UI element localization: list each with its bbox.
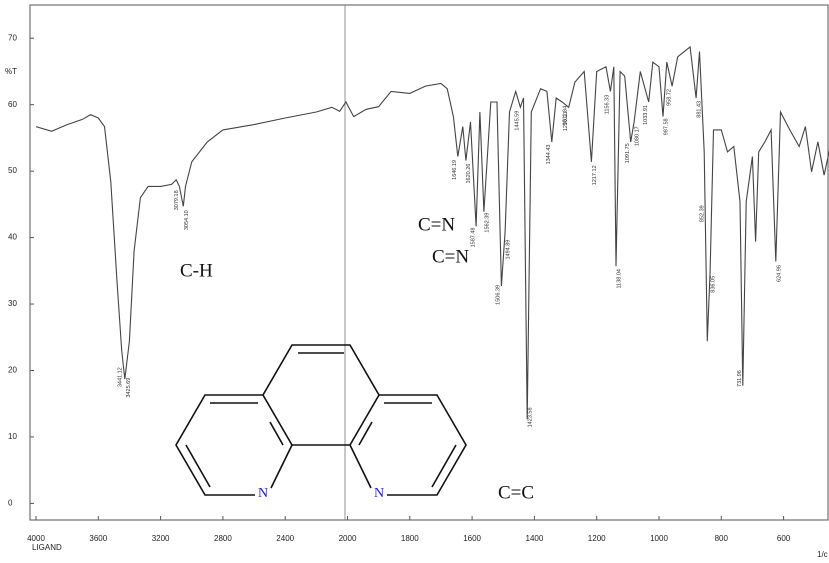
- bond: [379, 394, 467, 496]
- double-bond: [358, 421, 373, 446]
- y-tick-label: 10: [8, 432, 17, 441]
- peak-label: 1080.17: [634, 126, 640, 146]
- x-tick-label: 1200: [588, 534, 606, 543]
- y-tick-label: 30: [8, 299, 17, 308]
- corner-label: LIGAND: [32, 543, 62, 552]
- peak-label: 958.72: [666, 89, 672, 106]
- peak-label: 1506.39: [496, 285, 502, 305]
- peak-label: 1562.39: [484, 213, 490, 233]
- peak-label: 3079.18: [174, 190, 180, 210]
- spectrum-line: [35, 45, 829, 420]
- peak-label: 1344.43: [546, 145, 552, 165]
- peak-label: 3054.10: [184, 210, 190, 230]
- peak-label: 3425.69: [126, 378, 132, 398]
- x-tick-label: 4000: [27, 534, 45, 543]
- x-tick-label: 1400: [526, 534, 544, 543]
- x-tick-label: 600: [777, 534, 791, 543]
- x-axis-label: 1/c: [817, 550, 828, 559]
- x-tick-label: 800: [715, 534, 729, 543]
- bond: [262, 344, 380, 489]
- x-tick-label: 1000: [650, 534, 668, 543]
- peak-label: 1091.75: [625, 143, 631, 163]
- peak-label: 1033.91: [643, 105, 649, 125]
- peak-label: 1311.84: [562, 106, 568, 125]
- annotation: C=C: [498, 482, 534, 503]
- peak-label: 1620.26: [466, 164, 472, 184]
- annotation: C=N: [432, 246, 469, 267]
- peak-label: 1494.89: [505, 240, 511, 260]
- y-tick-label: 20: [8, 366, 17, 375]
- molecule: N N: [175, 344, 467, 501]
- y-tick-label: 40: [8, 233, 17, 242]
- x-tick-label: 3200: [152, 534, 170, 543]
- peak-label: 836.05: [711, 276, 717, 293]
- peak-label: 1138.04: [616, 269, 622, 288]
- peak-label: 987.58: [663, 118, 669, 135]
- plot-frame: [29, 4, 829, 521]
- x-tick-label: 1600: [463, 534, 481, 543]
- y-tick-label: 0: [8, 498, 13, 507]
- peak-label: 1217.12: [592, 165, 598, 185]
- x-tick-label: 3600: [89, 534, 107, 543]
- x-tick-label: 2800: [214, 534, 232, 543]
- peak-label: 731.96: [737, 370, 743, 387]
- peak-label: 1290.21: [563, 111, 569, 131]
- peak-label: 3441.12: [117, 367, 123, 387]
- x-tick-label: 2000: [339, 534, 357, 543]
- peak-label: 881.43: [696, 101, 702, 118]
- peak-label: 1646.19: [452, 160, 458, 180]
- annotation: C-H: [180, 260, 213, 281]
- x-tick-label: 2400: [276, 534, 294, 543]
- peak-label: 1423.58: [528, 407, 534, 427]
- peak-label: 1445.59: [515, 111, 521, 131]
- y-tick-label: 70: [8, 33, 17, 42]
- y-tick-label: 60: [8, 100, 17, 109]
- peak-label: 624.96: [776, 265, 782, 282]
- atom-label: N: [258, 486, 268, 501]
- double-bond: [269, 421, 284, 446]
- peak-label: 1156.33: [605, 95, 611, 114]
- x-tick-label: 1800: [401, 534, 419, 543]
- atom-label: N: [374, 486, 384, 501]
- y-tick-label: 50: [8, 166, 17, 175]
- double-bond: [185, 444, 211, 488]
- peak-label: 852.39: [699, 205, 705, 222]
- double-bond: [431, 444, 457, 488]
- y-axis-label: %T: [5, 67, 17, 76]
- annotation: C=N: [418, 214, 455, 235]
- peak-label: 1587.48: [470, 228, 476, 248]
- bond: [175, 394, 263, 496]
